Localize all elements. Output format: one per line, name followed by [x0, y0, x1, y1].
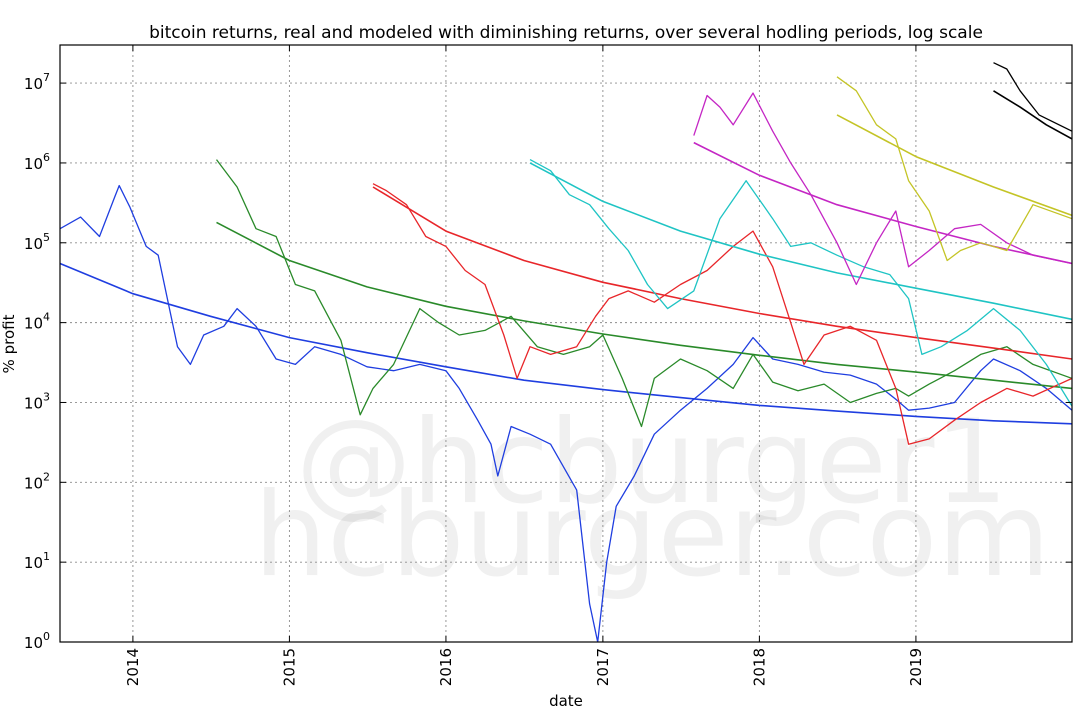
plot-frame: [59, 44, 1073, 643]
chart-title: bitcoin returns, real and modeled with d…: [149, 23, 983, 43]
plot-area: [60, 62, 1072, 642]
series-line-8-model: [529, 162, 1072, 321]
x-tick-label: 2015: [280, 648, 298, 686]
watermark-line-2: hcburger.com: [254, 468, 1051, 603]
y-axis-label: % profit: [0, 314, 18, 373]
watermark-line-1: @hcburger1: [296, 395, 1009, 530]
series-line-9-real: [693, 92, 1072, 286]
series-line-7-real: [529, 159, 1072, 407]
y-tick-label: 101: [24, 550, 50, 572]
x-tick-label: 2014: [124, 648, 142, 686]
y-tick-label: 105: [24, 231, 50, 253]
x-tick-label: 2018: [750, 648, 768, 686]
y-tick-label: 100: [24, 630, 50, 652]
series-line-3-real: [215, 159, 1072, 428]
y-tick-label: 103: [24, 390, 50, 412]
series-line-5-real: [372, 183, 1072, 445]
series-line-12-model: [836, 114, 1072, 217]
series-line-13-real: [993, 62, 1072, 132]
series-line-6-model: [372, 186, 1072, 360]
y-tick-label: 106: [24, 151, 50, 173]
grid: [60, 45, 1072, 642]
y-tick-label: 107: [24, 71, 50, 93]
series-line-4-model: [216, 221, 1072, 390]
y-tick-label: 104: [24, 311, 50, 333]
series-line-14-model: [993, 90, 1072, 140]
series-line-10-model: [693, 141, 1072, 265]
x-tick-label: 2019: [907, 648, 925, 686]
series-line-1-real: [60, 184, 1072, 642]
series-line-2-model: [60, 262, 1072, 425]
x-axis-label: date: [549, 692, 583, 710]
y-tick-label: 102: [24, 470, 50, 492]
axes: 2014 2015 2016 2017 2018 2019 100 101 102 103 104 1…: [24, 45, 1072, 686]
series-line-11-real: [836, 76, 1072, 262]
x-tick-label: 2016: [437, 648, 455, 686]
x-tick-label: 2017: [594, 648, 612, 686]
